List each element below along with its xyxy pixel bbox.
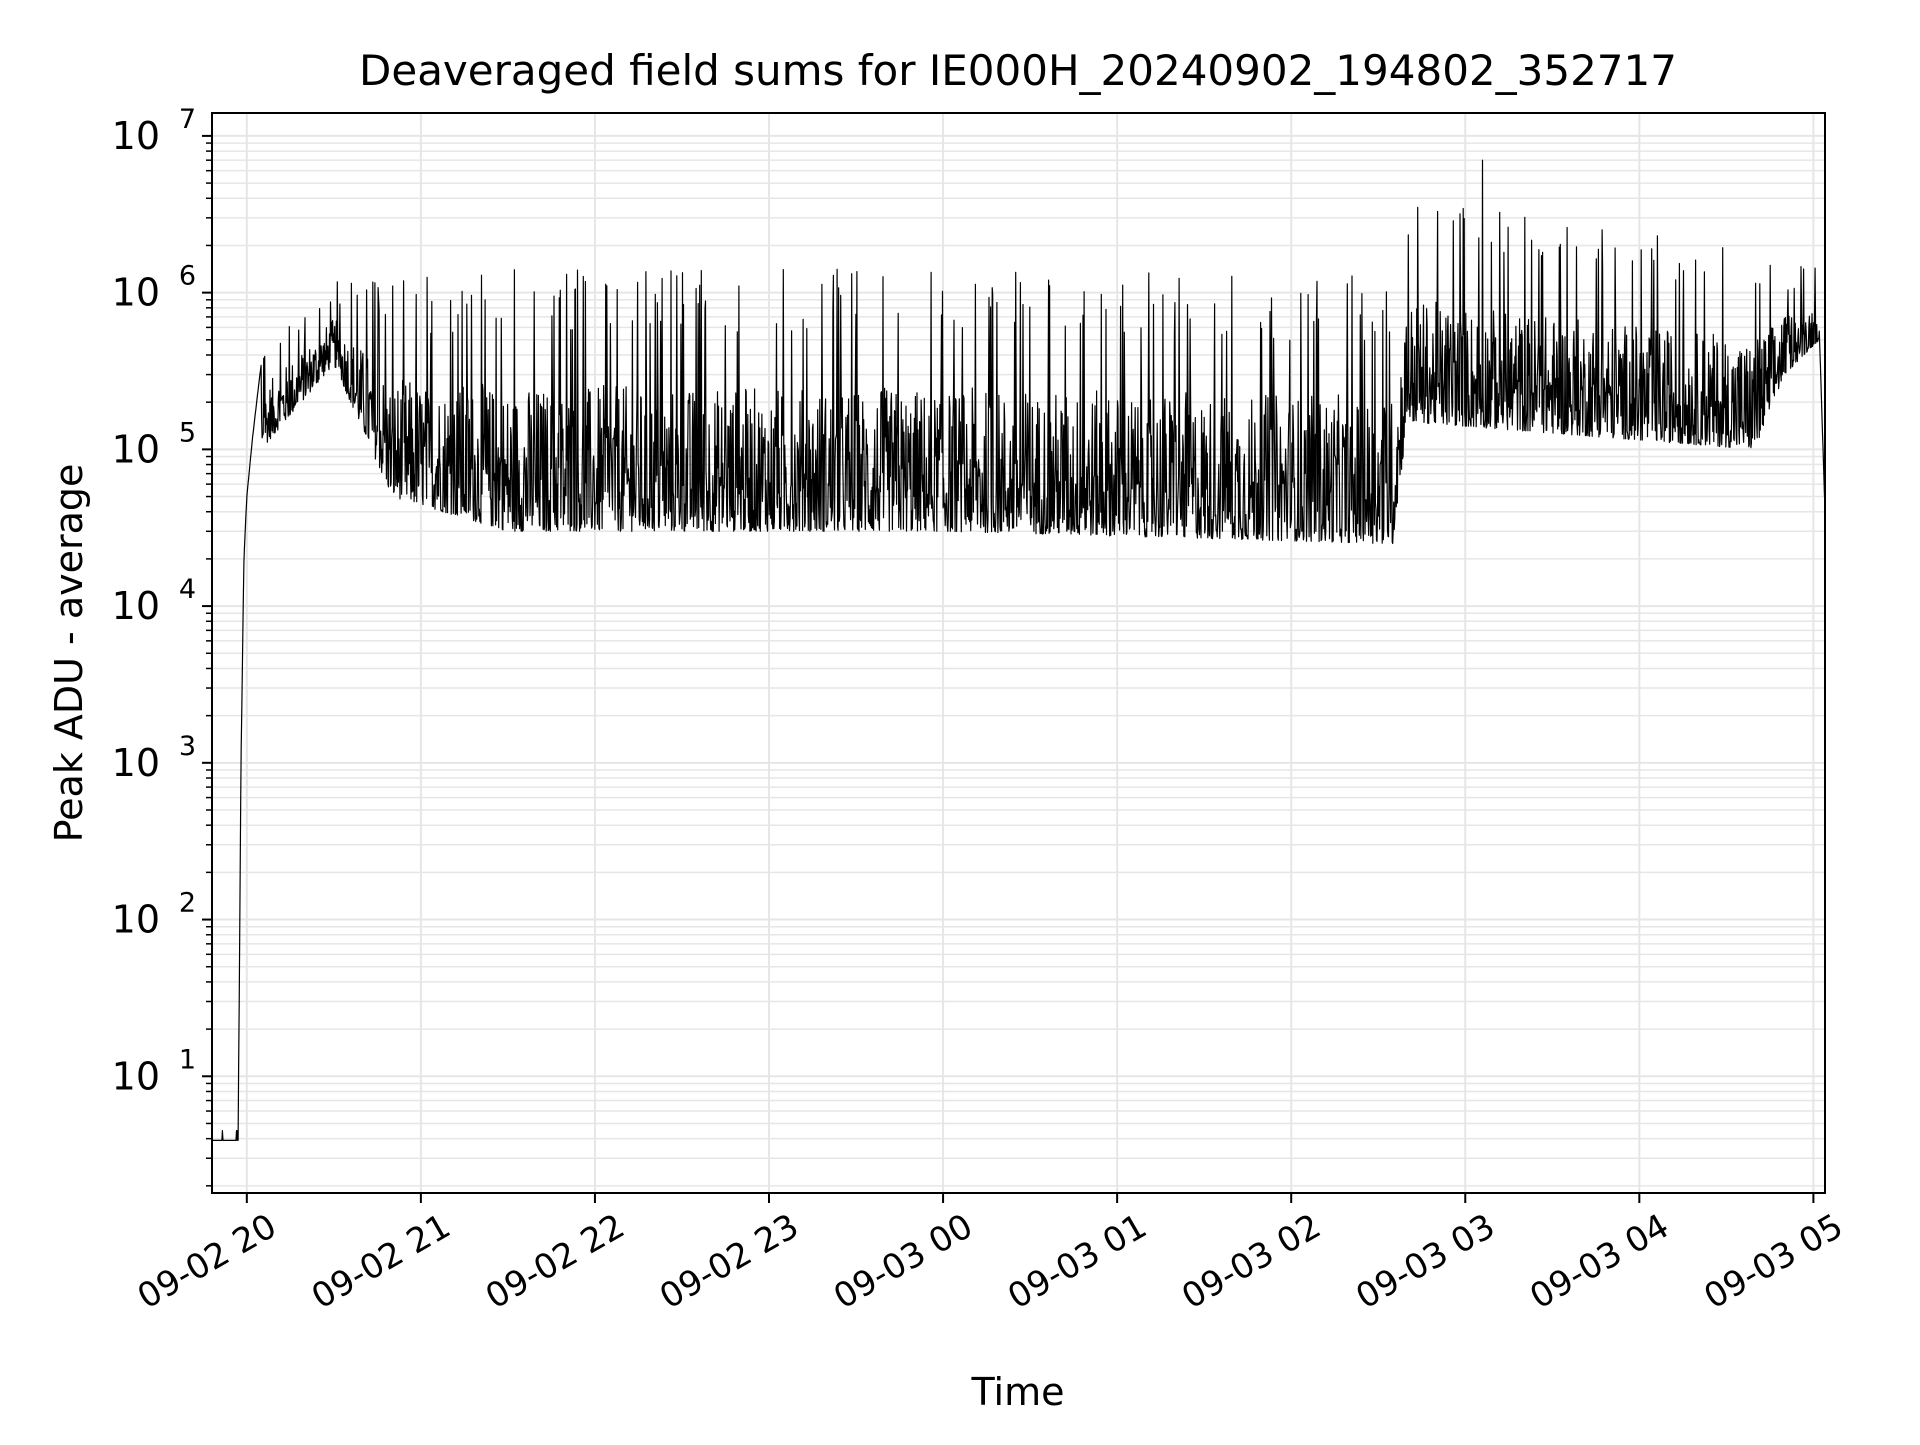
- y-tick-exponent: 4: [179, 574, 196, 605]
- series-line: [211, 159, 1826, 1141]
- y-tick-label: 10: [112, 584, 160, 628]
- y-axis-label: Peak ADU - average: [47, 464, 91, 843]
- y-tick-label: 10: [112, 1054, 160, 1098]
- y-tick-exponent: 6: [179, 261, 196, 292]
- y-tick-label: 10: [112, 898, 160, 942]
- y-tick-label: 10: [112, 427, 160, 471]
- y-tick-exponent: 3: [179, 731, 196, 762]
- plot-area: [211, 159, 1826, 1141]
- chart-title: Deaveraged field sums for IE000H_2024090…: [359, 46, 1677, 95]
- y-tick-exponent: 7: [179, 104, 196, 135]
- y-tick-label: 10: [112, 741, 160, 785]
- y-tick-exponent: 2: [179, 888, 196, 919]
- y-tick-exponent: 1: [179, 1044, 196, 1075]
- x-axis-label: Time: [971, 1370, 1065, 1414]
- y-tick-exponent: 5: [179, 417, 196, 448]
- y-tick-label: 10: [112, 271, 160, 315]
- grid: [212, 113, 1825, 1193]
- y-tick-label: 10: [112, 114, 160, 158]
